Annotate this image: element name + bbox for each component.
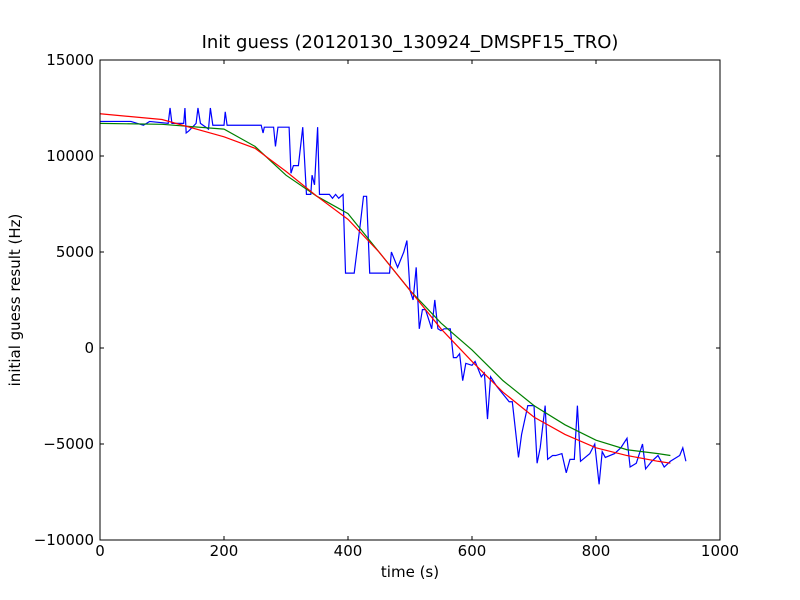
x-tick-label: 0: [95, 542, 105, 560]
x-tick-label: 600: [458, 542, 487, 560]
x-tick-label: 1000: [701, 542, 739, 560]
y-tick-label: −5000: [43, 435, 94, 453]
y-tick-label: 5000: [56, 243, 94, 261]
data-line: [100, 107, 687, 485]
y-tick-label: 10000: [46, 147, 94, 165]
x-tick-label: 400: [334, 542, 363, 560]
y-tick-label: −10000: [34, 531, 94, 549]
data-line: [100, 122, 671, 457]
x-tick-label: 200: [210, 542, 239, 560]
y-tick-label: 0: [84, 339, 94, 357]
y-axis-label: initial guess result (Hz): [6, 214, 24, 387]
chart-title: Init guess (20120130_130924_DMSPF15_TRO): [202, 32, 619, 53]
plot-frame: [99, 59, 721, 541]
data-line: [100, 113, 671, 464]
x-axis-label: time (s): [381, 563, 439, 581]
x-tick-label: 800: [582, 542, 611, 560]
y-tick-label: 15000: [46, 51, 94, 69]
